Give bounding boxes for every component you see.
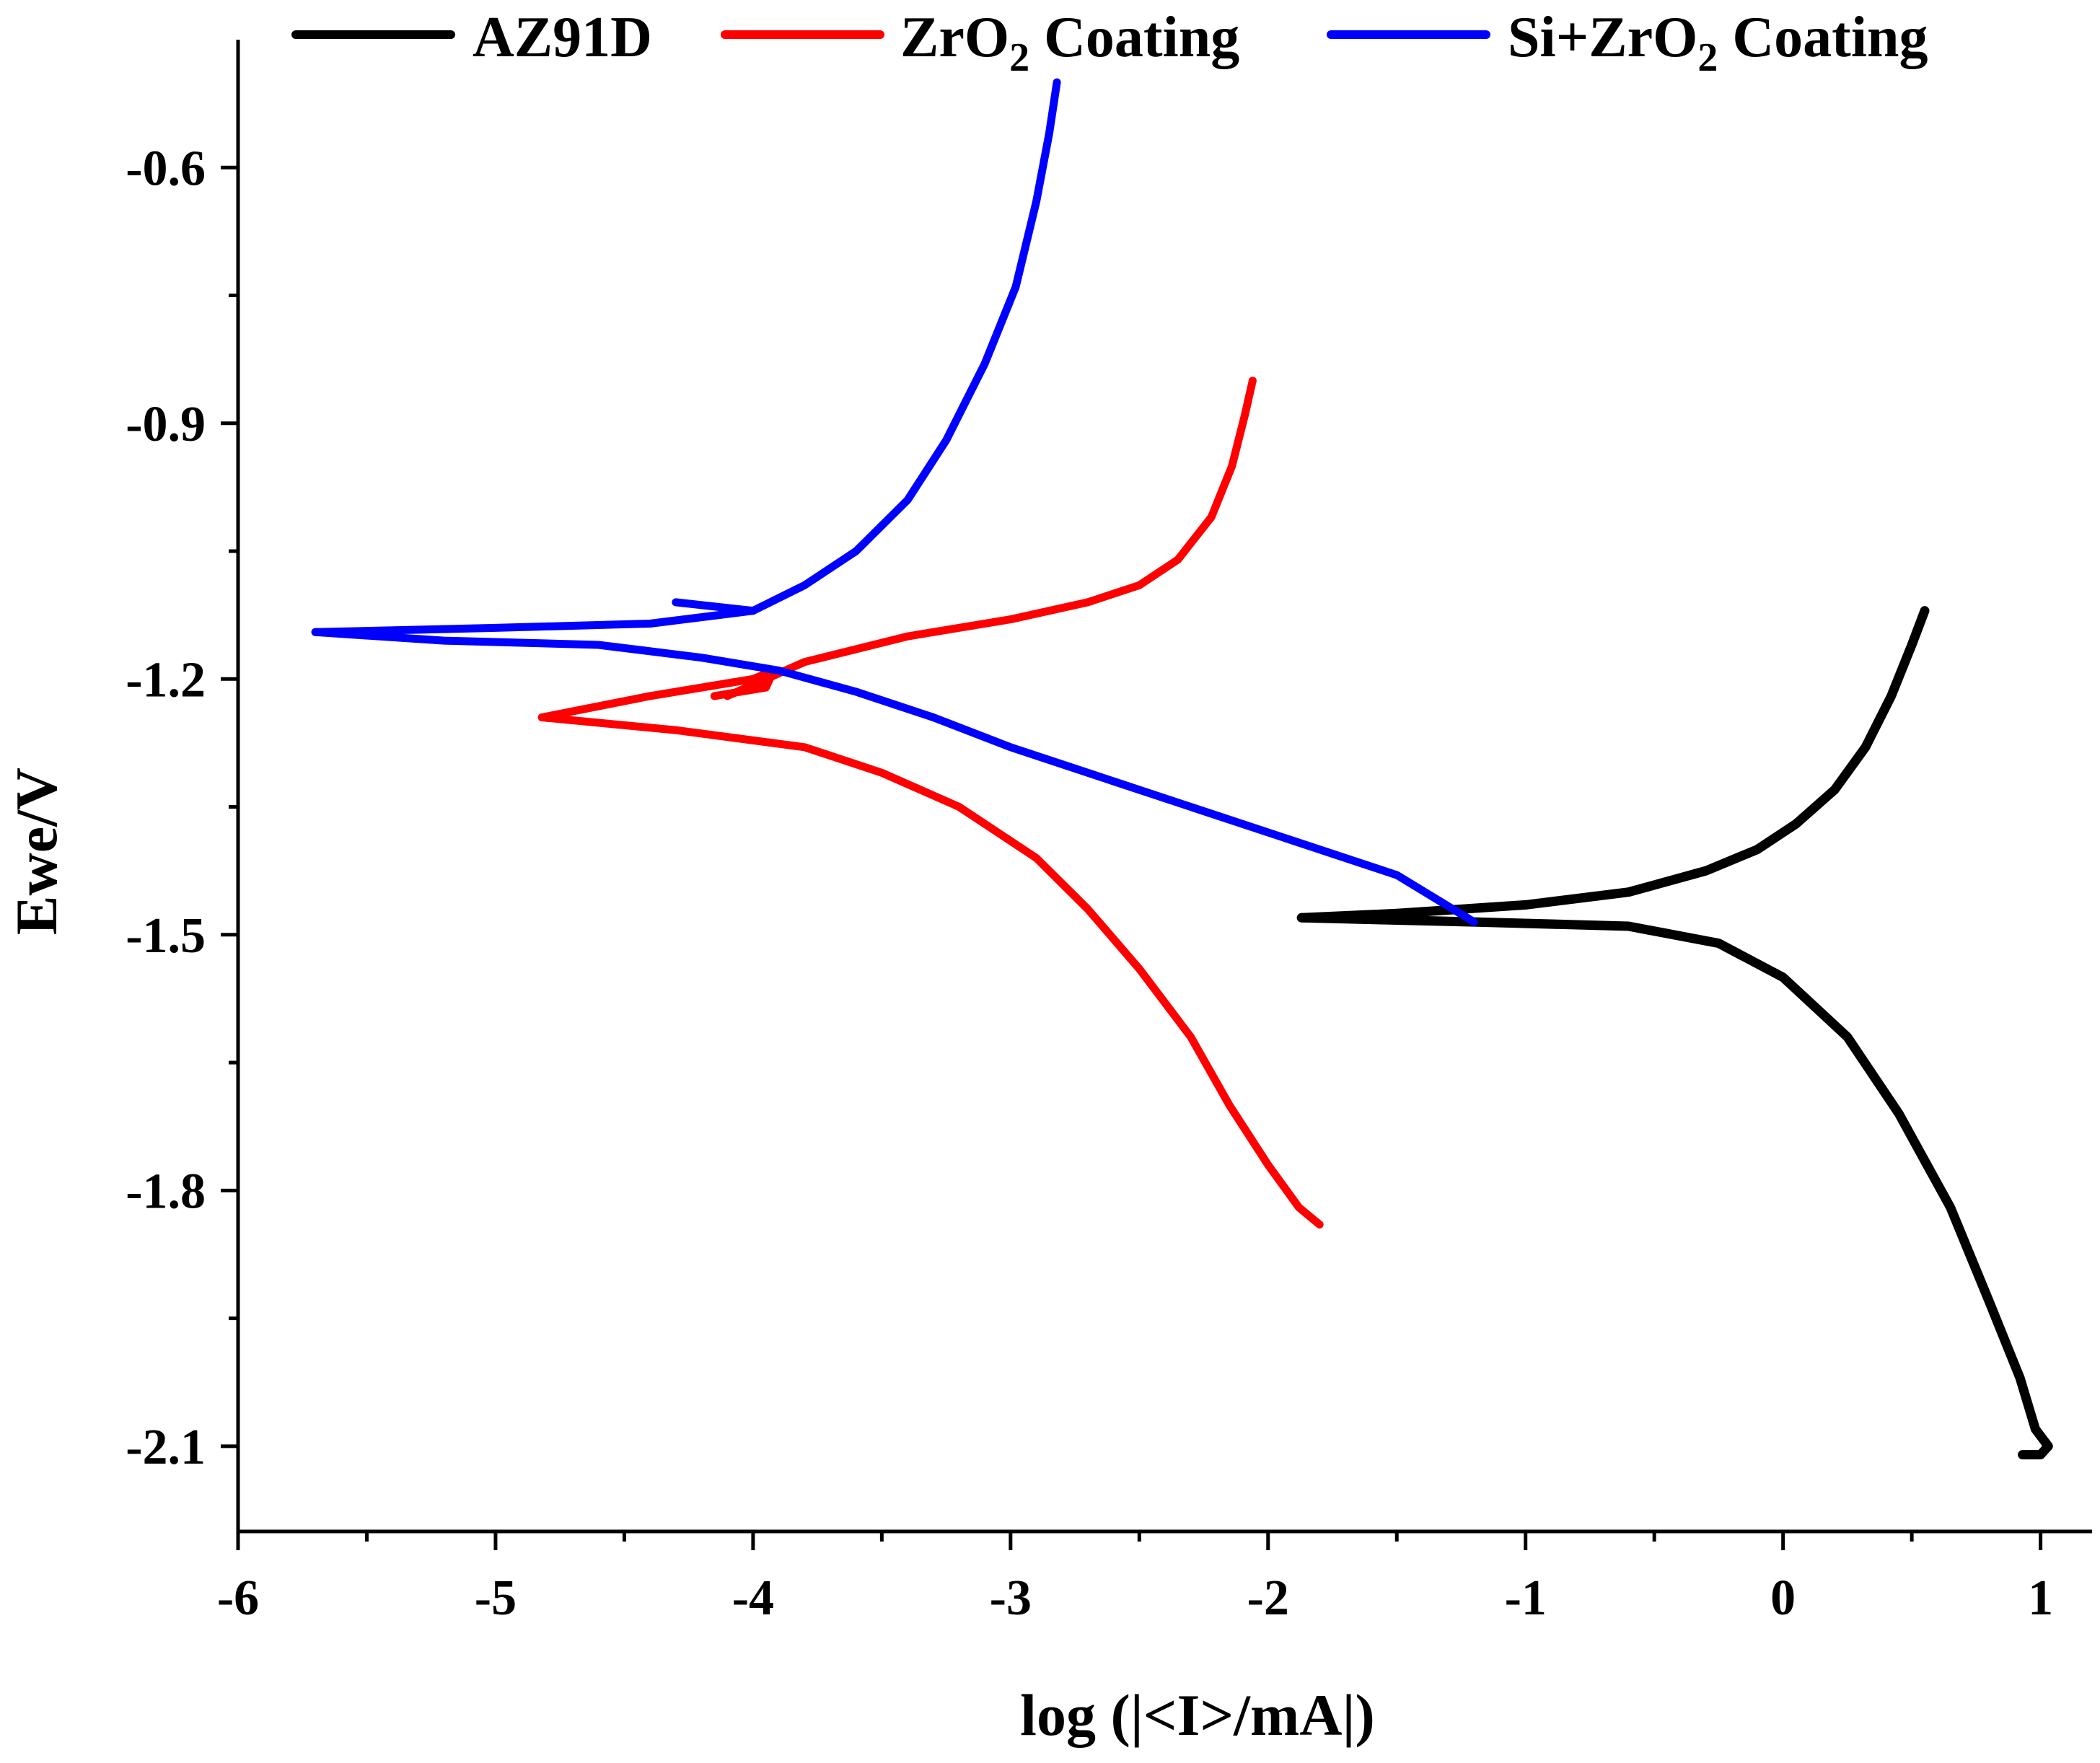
series [311,78,2053,1460]
x-tick-label: 1 [2028,1570,2053,1626]
y-tick-label: -0.6 [126,141,206,196]
ticks: -6 -5 -4 -3 -2 -1 0 1 -0.6 -0.9 -1.2 -1.5 -1.8 -2.1 [126,141,2053,1626]
series-1-upper-branch [723,377,1257,700]
y-tick-label: -0.9 [126,397,206,452]
series-2-lower-branch [311,628,1478,926]
series-0-lower-branch [1296,913,2053,1460]
series-1-middle-branch [537,667,778,721]
x-tick-label: -2 [1247,1570,1289,1626]
legend-label-tail: Coating [1029,6,1239,69]
series-1-lower-branch [537,713,1324,1229]
legend-label: Si+ZrO2 Coating [1508,6,1928,80]
x-tick-label: -5 [475,1570,517,1626]
y-tick-label: -1.8 [126,1164,206,1219]
series-2 [311,78,1478,926]
y-axis-title: Ewe/V [4,768,69,935]
legend-label-subscript: 2 [1009,35,1029,80]
series-2-upper-branch [311,78,1061,636]
legend-item-2: Si+ZrO2 Coating [1327,6,1928,80]
series-0 [1296,606,2053,1460]
x-tick-label: -4 [732,1570,774,1626]
legend-label-main: ZrO [900,6,1009,69]
legend-label-main: Si+ZrO [1508,6,1697,69]
axes [236,40,2092,1534]
legend-item-1: ZrO2 Coating [721,6,1239,80]
y-tick-label: -1.2 [126,652,206,708]
y-tick-label: -1.5 [126,908,206,964]
legend-label-tail: Coating [1718,6,1928,69]
legend: AZ91D ZrO2 Coating Si+ZrO2 Coating [291,6,1928,80]
legend-label: AZ91D [473,6,652,69]
series-2-return-branch [672,598,757,615]
y-tick-label: -2.1 [126,1420,206,1475]
legend-item-0: AZ91D [291,6,652,69]
x-axis-title: log (|<I>/mA|) [1020,1682,1375,1748]
series-0-upper-branch [1296,606,1930,923]
legend-label-main: AZ91D [473,6,652,69]
x-tick-label: -6 [217,1570,259,1626]
series-1 [537,377,1324,1229]
legend-label-subscript: 2 [1697,35,1718,80]
x-tick-label: 0 [1770,1570,1796,1626]
x-tick-label: -1 [1505,1570,1547,1626]
x-tick-label: -3 [990,1570,1032,1626]
legend-label: ZrO2 Coating [900,6,1239,80]
